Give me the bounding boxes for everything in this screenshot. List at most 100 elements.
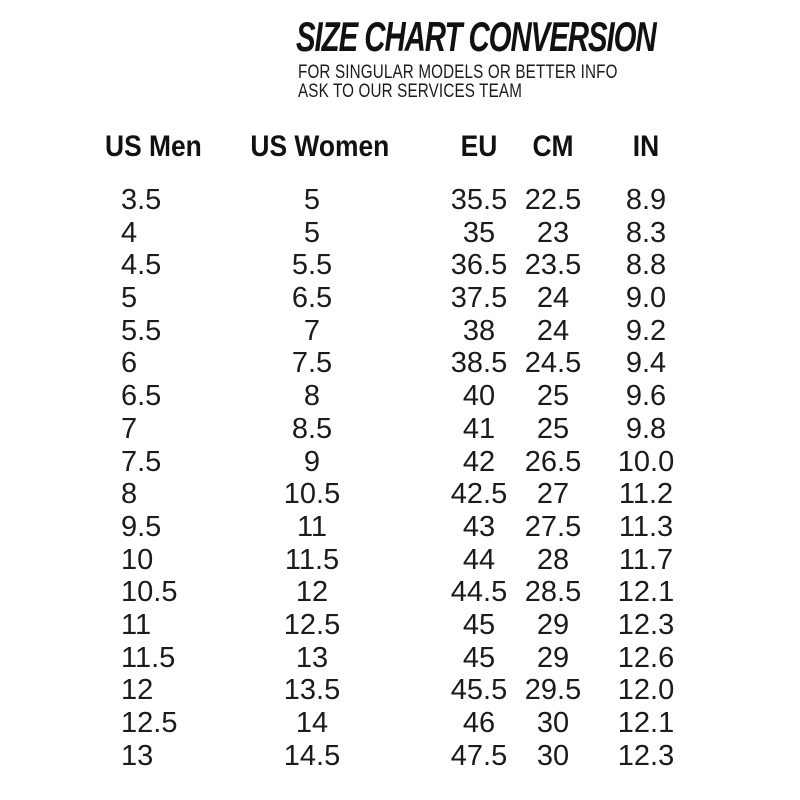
table-cell: 24.5 [524, 347, 582, 380]
table-cell: 42 [462, 445, 496, 478]
table-cell: 14 [295, 707, 329, 739]
column-eu: EU 35.5 35 36.5 37.5 38 38.5 40 41 42 42.5 43 44 44.… [429, 130, 529, 772]
table-cell: 27.5 [524, 510, 582, 543]
table-cell: 12.5 [283, 608, 341, 641]
table-cell: 9.8 [625, 412, 667, 445]
table-cell: 7 [303, 314, 321, 347]
table-cell: 9.6 [625, 380, 667, 413]
table-cell: 8.3 [625, 216, 667, 249]
column-us-men: US Men 3.5 4 4.5 5 5.5 6 6.5 7 7.5 8 9.5 10 10.5 11 11… [105, 130, 225, 772]
table-cell: 9.4 [625, 347, 667, 380]
table-cell: 6.5 [121, 380, 162, 413]
table-cell: 3.5 [121, 184, 162, 216]
column-cells: 3.5 4 4.5 5 5.5 6 6.5 7 7.5 8 9.5 10 10.5 11 11.5 12 12.… [105, 184, 225, 772]
table-cell: 12.3 [617, 739, 675, 772]
table-cell: 25 [536, 380, 570, 413]
table-cell: 27 [536, 478, 570, 511]
table-cell: 12 [295, 576, 329, 609]
table-cell: 7.5 [291, 347, 333, 380]
table-cell: 30 [536, 739, 570, 772]
table-cell: 8.9 [625, 184, 667, 216]
table-cell: 12 [121, 674, 154, 707]
column-header-us-men: US Men [105, 130, 202, 163]
column-us-women: US Women 5 5 5.5 6.5 7 7.5 8 8.5 9 10.5 11 11.5 12 12… [242, 130, 390, 772]
table-cell: 22.5 [524, 184, 582, 216]
table-cell: 12.0 [617, 674, 675, 707]
table-cell: 45 [462, 608, 496, 641]
table-cell: 28 [536, 543, 570, 576]
table-cell: 11.7 [618, 543, 674, 576]
table-cell: 11.5 [121, 641, 176, 674]
subtitle-line-1: FOR SINGULAR MODELS OR BETTER INFO [298, 62, 618, 83]
table-cell: 13 [121, 739, 154, 772]
table-cell: 6.5 [291, 282, 333, 315]
table-cell: 7.5 [121, 445, 162, 478]
table-cell: 23 [536, 216, 570, 249]
table-cell: 11.2 [618, 478, 674, 511]
table-cell: 46 [462, 707, 496, 739]
table-cell: 35 [462, 216, 496, 249]
table-cell: 8.5 [291, 412, 333, 445]
table-cell: 29.5 [524, 674, 582, 707]
column-cells: 5 5 5.5 6.5 7 7.5 8 8.5 9 10.5 11 11.5 12 12.5 13 13.5 1… [242, 184, 382, 772]
table-cell: 8 [303, 380, 321, 413]
table-cell: 41 [462, 412, 496, 445]
table-cell: 12.5 [121, 707, 178, 739]
table-cell: 11.3 [618, 510, 674, 543]
table-cell: 25 [536, 412, 570, 445]
table-cell: 5 [303, 184, 321, 216]
table-cell: 24 [536, 282, 570, 315]
table-cell: 35.5 [450, 184, 508, 216]
column-in: IN 8.9 8.3 8.8 9.0 9.2 9.4 9.6 9.8 10.0 11.2 11.3 1… [596, 130, 696, 772]
page-title: SIZE CHART CONVERSION [296, 13, 657, 60]
table-cell: 13.5 [283, 674, 341, 707]
table-cell: 10.0 [617, 445, 675, 478]
column-cells: 35.5 35 36.5 37.5 38 38.5 40 41 42 42.5 43 44 44.5 45… [429, 184, 529, 772]
table-cell: 9 [303, 445, 321, 478]
table-cell: 26.5 [524, 445, 582, 478]
column-header-us-women: US Women [250, 130, 390, 163]
table-cell: 47.5 [450, 739, 508, 772]
table-cell: 43 [462, 510, 496, 543]
table-cell: 12.6 [617, 641, 675, 674]
table-cell: 45 [462, 641, 496, 674]
table-cell: 29 [536, 641, 570, 674]
table-cell: 9.5 [121, 510, 162, 543]
table-cell: 28.5 [524, 576, 582, 609]
table-cell: 45.5 [450, 674, 508, 707]
table-cell: 36.5 [450, 249, 508, 282]
table-cell: 10.5 [121, 576, 178, 609]
table-cell: 30 [536, 707, 570, 739]
table-cell: 38.5 [450, 347, 508, 380]
subtitle-line-2: ASK TO OUR SERVICES TEAM [298, 81, 523, 102]
table-cell: 23.5 [524, 249, 582, 282]
table-cell: 13 [295, 641, 329, 674]
table-cell: 6 [121, 347, 138, 380]
table-cell: 12.3 [617, 608, 675, 641]
table-cell: 4 [121, 216, 138, 249]
table-cell: 4.5 [121, 249, 162, 282]
column-cells: 22.5 23 23.5 24 24 24.5 25 25 26.5 27 27.5 28 28.5 29… [503, 184, 603, 772]
table-cell: 11 [121, 608, 152, 641]
table-cell: 8 [121, 478, 138, 511]
table-cell: 5 [303, 216, 321, 249]
column-cells: 8.9 8.3 8.8 9.0 9.2 9.4 9.6 9.8 10.0 11.2 11.3 11.7… [596, 184, 696, 772]
table-cell: 24 [536, 314, 570, 347]
table-cell: 10.5 [283, 478, 341, 511]
page-subtitle: FOR SINGULAR MODELS OR BETTER INFO ASK T… [298, 63, 618, 101]
column-header-cm: CM [532, 130, 574, 163]
table-cell: 11.5 [284, 543, 340, 576]
table-cell: 5.5 [121, 314, 162, 347]
table-cell: 5 [121, 282, 138, 315]
table-cell: 29 [536, 608, 570, 641]
table-cell: 8.8 [625, 249, 667, 282]
table-cell: 11 [296, 510, 328, 543]
table-cell: 44.5 [450, 576, 508, 609]
table-cell: 12.1 [617, 707, 675, 739]
table-cell: 44 [462, 543, 496, 576]
table-cell: 12.1 [617, 576, 675, 609]
column-cm: CM 22.5 23 23.5 24 24 24.5 25 25 26.5 27 27.5 28 28.… [503, 130, 603, 772]
column-header-eu: EU [460, 130, 498, 163]
column-header-in: IN [632, 130, 660, 163]
table-cell: 40 [462, 380, 496, 413]
